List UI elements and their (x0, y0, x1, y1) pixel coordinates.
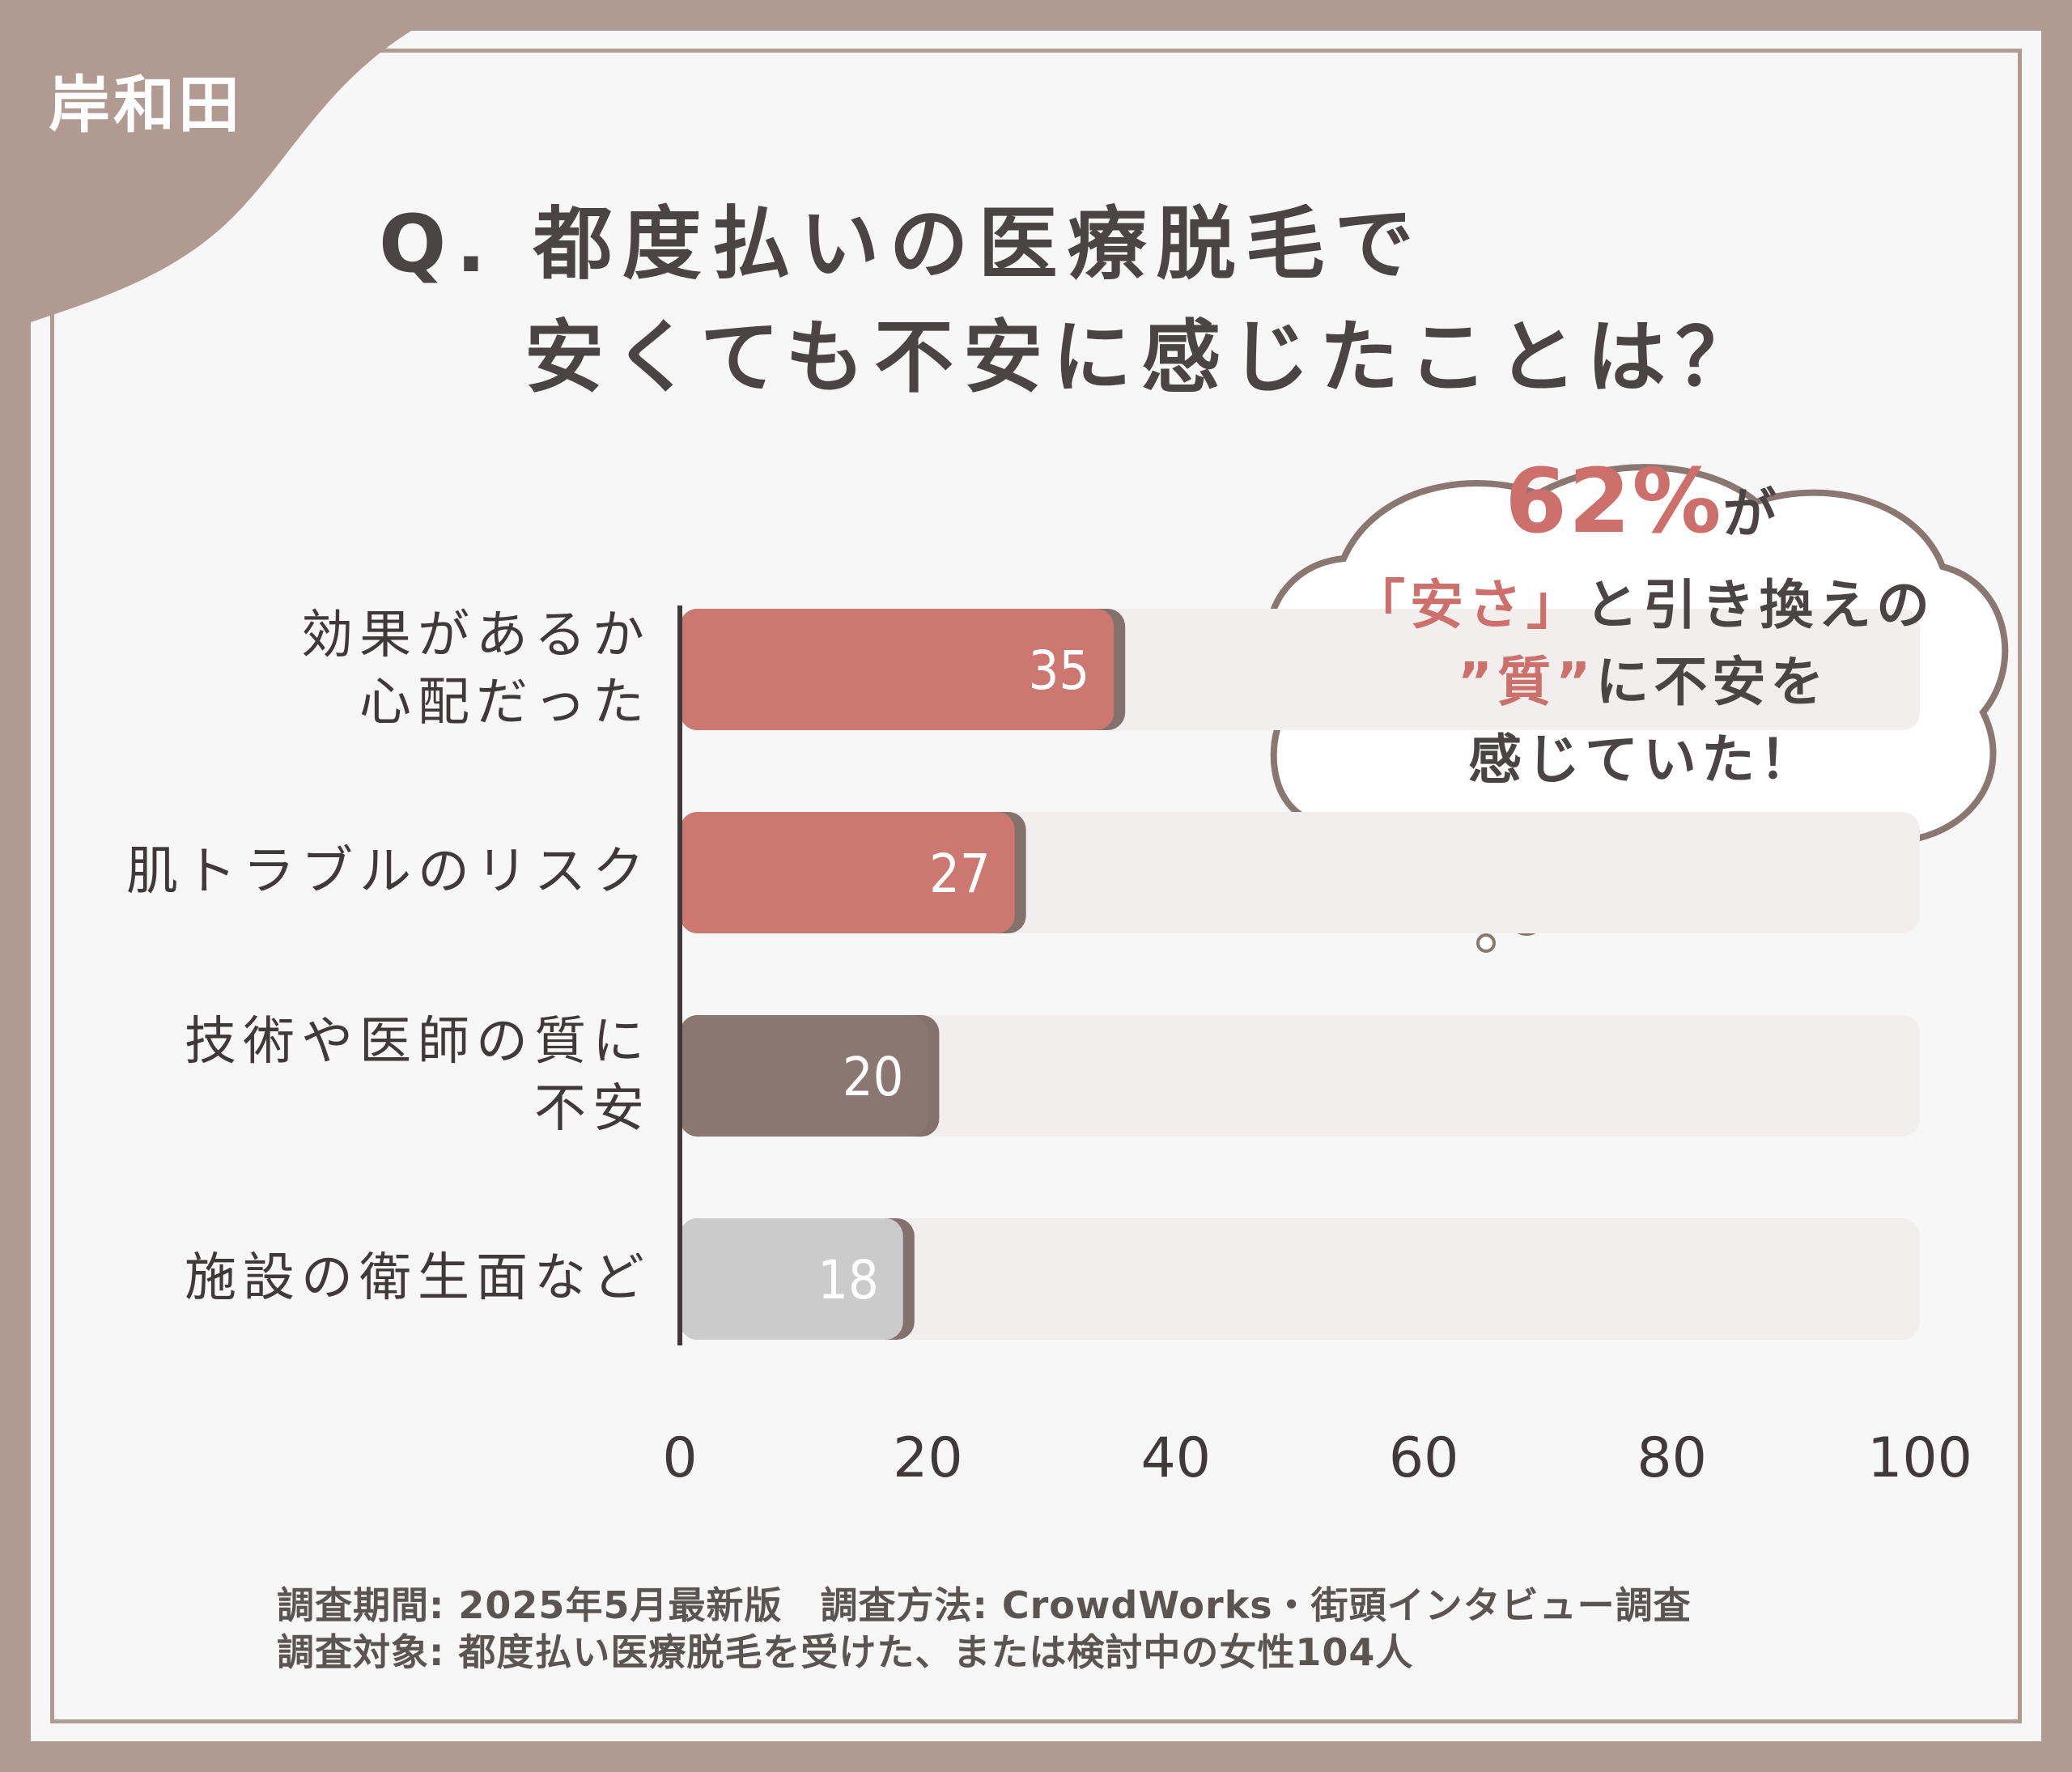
x-tick-label: 80 (1637, 1426, 1707, 1490)
x-tick-label: 40 (1141, 1426, 1212, 1490)
survey-note-line-1: 調査期間: 2025年5月最新版 調査方法: CrowdWorks・街頭インタビ… (277, 1583, 1692, 1627)
bar-track (680, 1015, 1920, 1137)
bar-value-label: 27 (929, 843, 991, 905)
callout-line3-rest: に不安を (1595, 651, 1829, 714)
bubble-dot (1476, 933, 1496, 953)
x-tick-label: 60 (1389, 1426, 1459, 1490)
category-label: 技術や医師の質に 不安 (185, 1011, 651, 1139)
bar-value-label: 18 (817, 1249, 879, 1311)
x-tick-label: 20 (893, 1426, 963, 1490)
survey-notes: 調査期間: 2025年5月最新版 調査方法: CrowdWorks・街頭インタビ… (277, 1583, 1692, 1676)
callout-text: 62%が 「安さ」と引き換えの ”質”に不安を 感じていた！ (1263, 437, 2023, 799)
bar-value-label: 35 (1029, 640, 1090, 702)
callout-percent-suffix: が (1722, 482, 1781, 545)
corner-tab-shape (31, 31, 411, 322)
bar (680, 812, 1015, 933)
callout-bracket-close: 」 (1526, 573, 1585, 636)
callout-highlight-yasusa: 安さ (1410, 573, 1526, 636)
bar (680, 609, 1115, 730)
bar (680, 1015, 928, 1137)
location-label: 岸和田 (49, 69, 243, 141)
category-label: 効果があるか 心配だった (301, 605, 651, 733)
callout-line4: 感じていた！ (1468, 728, 1818, 791)
callout-line2-rest: と引き換えの (1585, 573, 1934, 636)
category-label: 施設の衛生面など (185, 1248, 651, 1309)
callout-highlight-shitsu: ”質” (1457, 651, 1596, 714)
category-label: 肌トラブルのリスク (126, 842, 651, 903)
callout-percent: 62% (1505, 449, 1723, 553)
bar-track (680, 1218, 1920, 1340)
bar (680, 1218, 903, 1340)
question-title-line-1: Q. 都度払いの医療脱毛で (379, 198, 1424, 291)
question-title-line-2: 安くても不安に感じたことは？ (524, 312, 1765, 404)
survey-note-line-2: 調査対象: 都度払い医療脱毛を受けた、または検討中の女性104人 (277, 1630, 1414, 1674)
x-tick-label: 0 (662, 1426, 697, 1490)
bar-value-label: 20 (843, 1046, 904, 1108)
x-tick-label: 100 (1867, 1426, 1972, 1490)
callout-bracket-open: 「 (1352, 573, 1410, 636)
